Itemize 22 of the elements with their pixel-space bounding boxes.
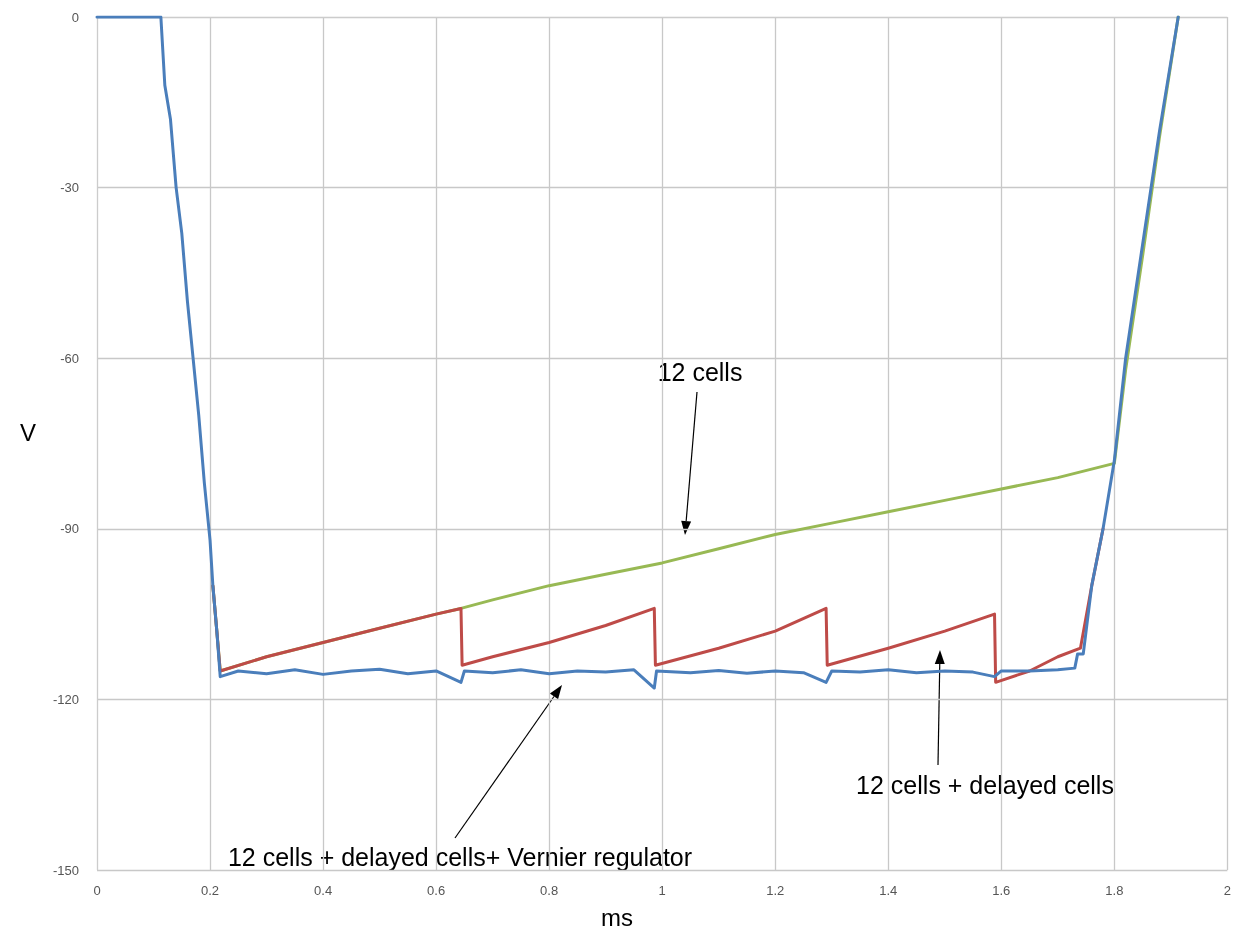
x-tick-label: 0.6 bbox=[427, 883, 446, 898]
y-tick-label: -90 bbox=[60, 521, 79, 537]
x-tick-label: 0.8 bbox=[540, 883, 559, 898]
x-tick-label: 1.6 bbox=[992, 883, 1011, 898]
x-tick-label: 0.2 bbox=[201, 883, 220, 898]
y-axis-title: V bbox=[20, 418, 37, 446]
x-tick-label: 1.4 bbox=[879, 883, 898, 898]
y-tick-label: -150 bbox=[52, 862, 79, 878]
x-tick-label: 1 bbox=[658, 883, 666, 898]
y-tick-label: -60 bbox=[60, 350, 79, 366]
y-tick-label: -30 bbox=[60, 180, 79, 196]
x-tick-label: 2 bbox=[1223, 883, 1231, 898]
annotation: 12 cells + delayed cells+ Vernier regulator bbox=[227, 843, 693, 871]
x-tick-label: 0 bbox=[93, 883, 101, 898]
x-axis-title: ms bbox=[601, 903, 633, 931]
x-tick-label: 1.8 bbox=[1105, 883, 1124, 898]
annotation: 12 cells + delayed cells bbox=[856, 771, 1114, 799]
y-tick-label: -120 bbox=[52, 691, 79, 707]
x-tick-label: 1.2 bbox=[766, 883, 785, 898]
x-tick-label: 0.4 bbox=[314, 883, 333, 898]
annotation: 12 cells bbox=[657, 358, 743, 386]
y-tick-label: 0 bbox=[71, 9, 79, 25]
